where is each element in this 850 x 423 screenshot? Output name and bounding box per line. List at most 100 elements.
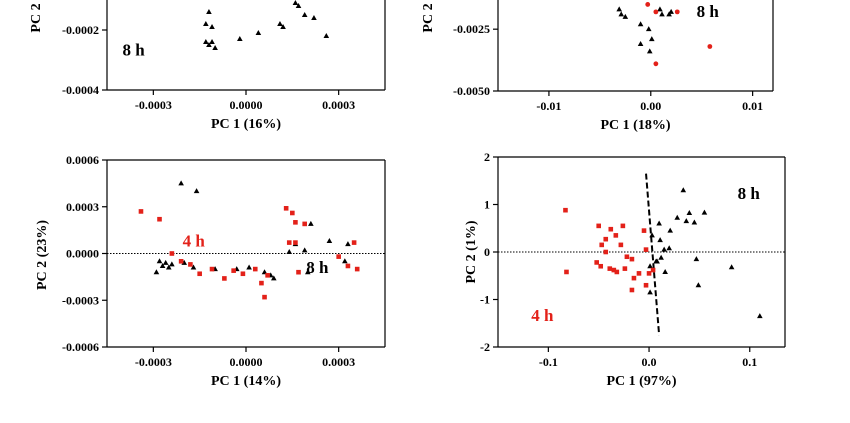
y-tick-label: -0.0006 [62,340,99,354]
data-point-triangle [666,245,672,251]
data-point-triangle [683,218,690,224]
data-point-triangle [657,237,663,243]
data-point-triangle [326,238,333,244]
data-point-triangle [178,180,184,186]
data-point-square [650,267,656,273]
data-point-square [636,271,642,276]
data-point-triangle [206,9,212,14]
data-point-triangle [659,11,665,17]
y-axis-label: PC 2 (1%) [464,220,479,283]
data-point-square [599,242,605,248]
data-point-triangle [301,12,308,17]
y-tick-label: 0.0000 [66,247,99,261]
y-tick-label: -0.0050 [453,84,490,98]
data-point-square [622,266,628,271]
data-point-triangle [162,259,169,265]
data-point-square [262,294,267,300]
y-tick-label: -0.0025 [453,22,490,36]
data-point-square [611,267,617,273]
x-tick-label: -0.0003 [135,98,172,112]
panel-bottom-right-4h-8h: -0.1 0.0 0.1 -2 -1 0 1 2 PC 1 (97%) PC 2 (1%) 8 h 4… [464,150,786,389]
x-tick-label: -0.1 [539,355,558,369]
panel-bottom-left-4h-8h: -0.0003 0.0000 0.0003 -0.0006 -0.0003 0.0000 0… [35,153,386,389]
data-point-square [293,240,298,245]
data-point-triangle [193,188,200,194]
data-point-triangle [286,248,293,254]
data-point-square [345,263,351,269]
data-point-triangle [646,48,653,54]
data-point-triangle [691,219,698,225]
data-point-square [618,242,624,248]
data-point-triangle [656,220,662,226]
data-point-square [643,282,649,288]
data-point-triangle [667,227,673,233]
data-point-triangle [190,264,197,270]
data-point-square [283,206,289,211]
data-point-square [336,254,341,259]
data-point-triangle [342,258,348,264]
data-point-square [603,249,609,255]
group-annotation: 4 h [183,231,206,250]
data-point-triangle [695,282,702,288]
data-point-triangle [311,15,317,20]
x-tick-label: -0.01 [536,99,561,113]
data-point-triangle [246,264,252,270]
data-point-square [613,233,619,238]
data-point-triangle [295,3,302,8]
data-point-triangle [153,269,160,275]
y-axis-label: PC 2 [421,3,436,32]
data-point-square [598,263,604,269]
data-point-triangle [209,39,215,44]
data-point-square [620,223,626,229]
group-annotation: 8 h [738,184,761,203]
data-point-triangle [622,13,629,19]
x-tick-label: 0.0000 [230,355,263,369]
data-point-circle [674,9,680,15]
y-axis-label: PC 2 [29,3,44,32]
data-point-circle [653,61,659,67]
data-point-triangle [693,256,700,262]
y-tick-label: -1 [480,293,490,307]
data-point-square [231,268,236,273]
data-point-triangle [686,210,693,216]
x-axis-label: PC 1 (14%) [211,374,281,389]
data-point-square [563,207,568,213]
y-tick-label: 0.0003 [66,200,99,214]
panel-top-right-8h: -0.01 0.00 0.01 -0.0050 -0.0025 PC 1 (18%) PC … [421,0,774,133]
data-point-triangle [637,41,644,47]
data-point-square [564,269,569,275]
data-point-triangle [156,258,163,264]
data-point-triangle [181,259,188,265]
data-point-square [603,236,609,242]
data-point-square [293,220,298,225]
data-point-square [646,271,652,276]
data-point-triangle [757,313,763,319]
x-tick-label: 0.01 [742,99,763,113]
data-point-triangle [301,247,308,253]
data-point-triangle [203,39,209,44]
data-point-triangle [662,268,668,274]
trend-line [645,173,661,336]
data-point-square [240,271,246,277]
data-point-triangle [668,8,674,14]
y-tick-label: 0.0006 [66,153,99,167]
data-point-square [596,223,602,229]
data-point-square [629,287,635,293]
data-point-square [265,273,270,278]
data-point-square [169,251,175,256]
data-point-triangle [616,6,623,12]
data-point-square [614,269,620,275]
data-point-triangle [654,258,660,264]
data-point-triangle [345,241,351,247]
data-point-triangle [203,21,209,26]
y-axis-label: PC 2 (23%) [35,220,50,290]
data-point-square [197,271,202,277]
y-tick-label: 0 [484,245,490,259]
data-point-square [607,266,613,271]
y-tick-label: -0.0003 [62,293,99,307]
x-axis-label: PC 1 (18%) [601,118,671,133]
data-point-triangle [304,269,311,275]
data-point-triangle [237,36,243,41]
data-point-square [286,240,292,245]
